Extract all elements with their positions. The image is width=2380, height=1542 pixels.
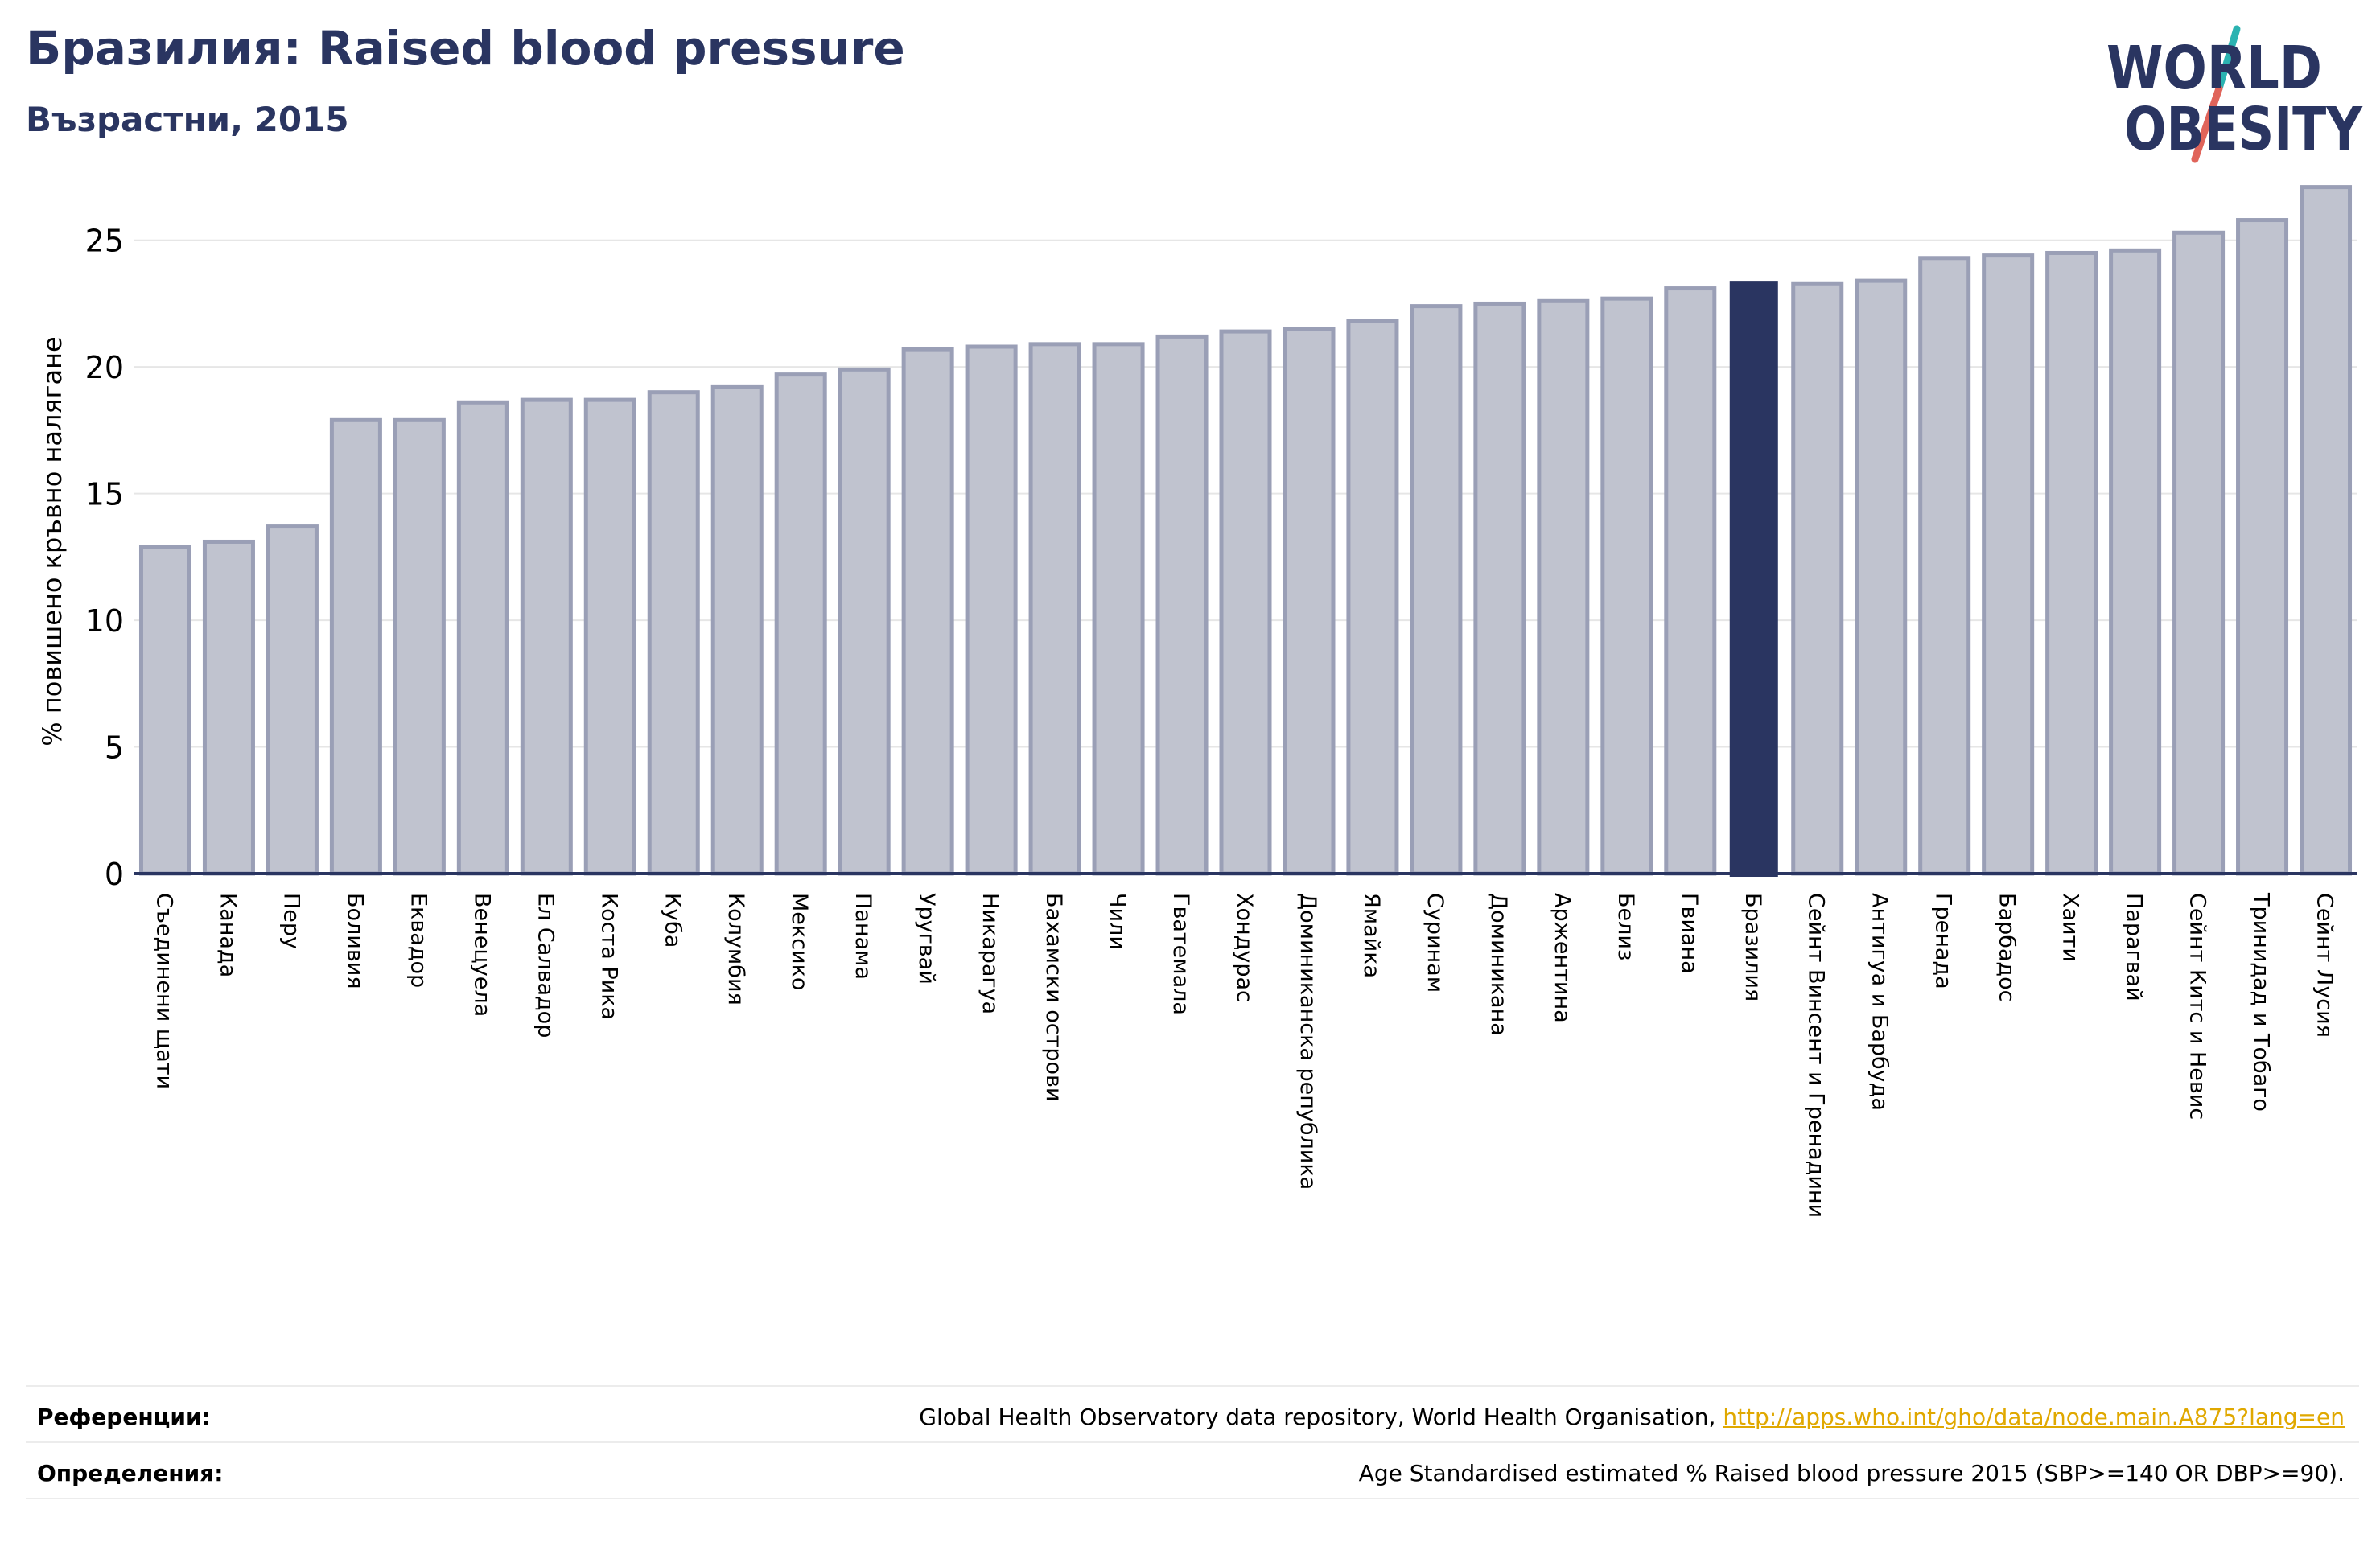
x-tick-label: Перу xyxy=(278,893,303,949)
bar xyxy=(901,347,954,876)
x-tick-label: Панама xyxy=(850,893,875,980)
x-tick-label: Венецуела xyxy=(469,893,494,1017)
bar xyxy=(1791,281,1844,876)
page-title: Бразилия: Raised blood pressure xyxy=(26,21,905,76)
x-tick-label: Аржентина xyxy=(1550,893,1575,1023)
bar xyxy=(583,397,636,876)
bar xyxy=(1028,342,1081,876)
x-tick-label: Съединени щати xyxy=(151,893,176,1089)
references-text: Global Health Observatory data repositor… xyxy=(919,1404,2345,1430)
definitions-label: Определения: xyxy=(37,1460,224,1486)
x-tick-label: Доминикана xyxy=(1486,893,1511,1036)
logo-slash-teal xyxy=(2215,25,2241,93)
bar xyxy=(1283,327,1336,876)
bar xyxy=(774,372,827,876)
x-tick-label: Бахамски острови xyxy=(1041,893,1066,1101)
x-tick-label: Хондурас xyxy=(1232,893,1257,1002)
y-tick-label: 10 xyxy=(85,603,124,639)
bar xyxy=(1537,298,1590,876)
x-tick-label: Бразилия xyxy=(1740,893,1765,1001)
bar xyxy=(1410,304,1463,876)
x-tick-label: Ел Салвадор xyxy=(533,893,558,1038)
bar xyxy=(1219,329,1272,876)
logo-line2: OBESITY xyxy=(2124,95,2363,164)
x-tick-label: Доминиканска република xyxy=(1295,893,1320,1190)
y-tick-label: 5 xyxy=(105,730,124,766)
y-axis-label: % повишено кръвно налягане xyxy=(37,336,68,746)
x-tick-label: Сейнт Винсент и Гренадини xyxy=(1804,893,1829,1218)
bar xyxy=(138,545,191,876)
x-tick-label: Тринидад и Тобаго xyxy=(2249,892,2274,1112)
y-tick-label: 0 xyxy=(105,857,124,892)
x-tick-label: Куба xyxy=(660,893,685,948)
x-tick-label: Ямайка xyxy=(1359,893,1384,978)
bar xyxy=(2172,230,2226,876)
bar xyxy=(1664,286,1717,876)
bar xyxy=(1855,278,1908,876)
footer-divider-top xyxy=(26,1385,2359,1387)
bar xyxy=(1918,256,1971,876)
x-tick-label: Колумбия xyxy=(723,893,748,1005)
x-tick-label: Сейнт Лусия xyxy=(2312,893,2337,1038)
bar xyxy=(456,400,509,876)
bar xyxy=(1155,334,1209,876)
x-tick-label: Еквадор xyxy=(406,893,430,988)
x-tick-label: Барбадос xyxy=(1995,893,2020,1001)
bar xyxy=(1346,319,1399,876)
footer-divider-bottom xyxy=(26,1498,2359,1499)
bar xyxy=(965,344,1018,876)
bar xyxy=(2236,218,2289,876)
bar-chart: 0 5 10 15 20 25 % повишено кръвно налягане Съед… xyxy=(37,185,2357,1218)
x-tick-label: Канада xyxy=(215,893,240,977)
bar xyxy=(393,417,446,876)
x-tick-label: Чили xyxy=(1105,893,1130,950)
definitions-text: Age Standardised estimated % Raised bloo… xyxy=(1358,1460,2345,1486)
references-link[interactable]: http://apps.who.int/gho/data/node.main.A… xyxy=(1723,1404,2345,1430)
page-subtitle: Възрастни, 2015 xyxy=(26,100,349,139)
bar xyxy=(710,384,764,876)
references-label: Референции: xyxy=(37,1404,211,1430)
bar xyxy=(2045,250,2098,876)
bar xyxy=(202,539,255,876)
x-tick-label: Коста Рика xyxy=(596,893,621,1020)
bar xyxy=(266,524,319,876)
logo-slash-red xyxy=(2191,84,2223,163)
x-tick-label: Суринам xyxy=(1423,893,1447,993)
x-tick-label: Гвиана xyxy=(1677,893,1702,974)
x-tick-label: Никарагуа xyxy=(978,893,1003,1014)
x-tick-label: Гватемала xyxy=(1168,893,1193,1015)
references-source: Global Health Observatory data repositor… xyxy=(919,1404,1723,1430)
bar xyxy=(1729,281,1778,877)
x-tick-label: Парагвай xyxy=(2122,893,2147,1001)
y-tick-label: 15 xyxy=(85,477,124,512)
x-tick-label: Уругвай xyxy=(914,893,939,985)
bar xyxy=(1092,342,1145,876)
y-tick-label: 25 xyxy=(85,224,124,259)
bar xyxy=(2300,185,2353,876)
x-tick-label: Мексико xyxy=(787,893,812,990)
x-tick-label: Хаити xyxy=(2058,893,2083,962)
bar xyxy=(1473,301,1526,876)
x-tick-label: Гренада xyxy=(1931,893,1956,989)
x-tick-label: Сейнт Китс и Невис xyxy=(2185,893,2210,1120)
bar xyxy=(2109,248,2162,876)
x-tick-label: Белиз xyxy=(1613,893,1638,960)
bar xyxy=(520,397,573,876)
logo-line1: WORLD xyxy=(2106,34,2322,103)
bar xyxy=(647,390,700,876)
bar xyxy=(1600,296,1653,876)
footer-divider-middle xyxy=(26,1441,2359,1443)
bar xyxy=(1982,253,2035,876)
x-tick-label: Антигуа и Барбуда xyxy=(1867,893,1892,1111)
y-tick-label: 20 xyxy=(85,350,124,385)
world-obesity-logo: WORLD OBESITY xyxy=(2106,25,2363,164)
bar xyxy=(329,417,382,876)
x-tick-label: Боливия xyxy=(342,893,367,989)
bar xyxy=(838,367,891,876)
